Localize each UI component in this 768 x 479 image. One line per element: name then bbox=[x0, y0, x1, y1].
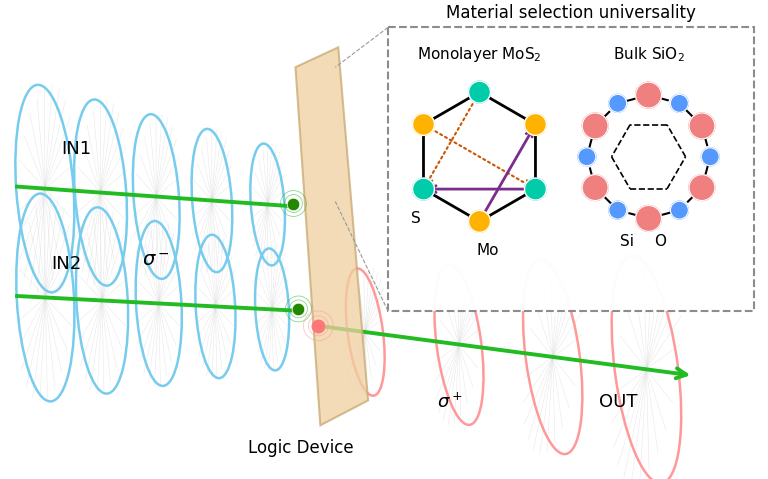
Bar bbox=[388, 27, 754, 311]
Text: S: S bbox=[411, 211, 420, 226]
Text: $\sigma^+$: $\sigma^+$ bbox=[437, 392, 462, 411]
Text: $\sigma^-$: $\sigma^-$ bbox=[142, 251, 170, 270]
Text: Material selection universality: Material selection universality bbox=[446, 4, 696, 23]
Circle shape bbox=[701, 148, 719, 166]
Circle shape bbox=[468, 210, 491, 232]
Circle shape bbox=[609, 94, 627, 112]
Circle shape bbox=[689, 113, 715, 139]
Circle shape bbox=[636, 82, 661, 108]
Circle shape bbox=[609, 201, 627, 219]
Circle shape bbox=[412, 178, 435, 200]
Circle shape bbox=[525, 114, 546, 136]
Circle shape bbox=[582, 175, 608, 201]
Circle shape bbox=[689, 175, 715, 201]
Text: Mo: Mo bbox=[476, 243, 498, 258]
Circle shape bbox=[525, 178, 546, 200]
Circle shape bbox=[412, 114, 435, 136]
Circle shape bbox=[582, 113, 608, 139]
Circle shape bbox=[670, 94, 688, 112]
Text: IN2: IN2 bbox=[51, 255, 82, 273]
Polygon shape bbox=[296, 47, 368, 425]
Text: Logic Device: Logic Device bbox=[247, 439, 353, 457]
Text: OUT: OUT bbox=[600, 393, 638, 411]
Circle shape bbox=[468, 81, 491, 103]
Text: Monolayer MoS$_2$: Monolayer MoS$_2$ bbox=[417, 46, 541, 64]
Text: O: O bbox=[654, 234, 667, 250]
Circle shape bbox=[578, 148, 596, 166]
Text: IN1: IN1 bbox=[61, 140, 91, 158]
Text: Bulk SiO$_2$: Bulk SiO$_2$ bbox=[613, 46, 684, 64]
Text: Si: Si bbox=[620, 234, 634, 250]
Circle shape bbox=[670, 201, 688, 219]
Circle shape bbox=[636, 205, 661, 231]
